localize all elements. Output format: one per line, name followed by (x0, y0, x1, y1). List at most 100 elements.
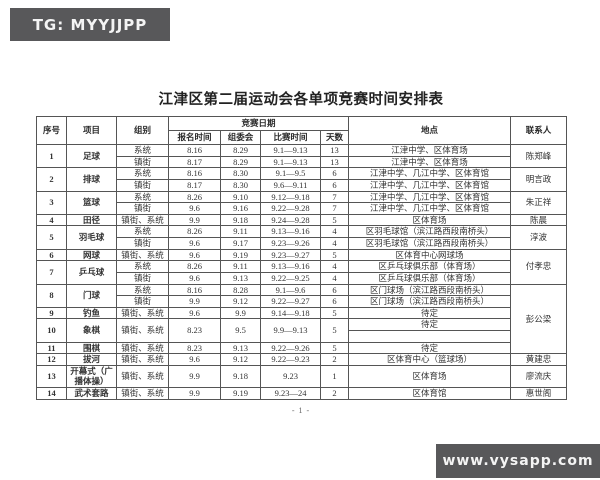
cell-contact-person: 朱正祥 (510, 190, 568, 215)
cell-event-name: 围棋 (66, 341, 117, 355)
cell-serial-no: 5 (36, 225, 67, 250)
cell-reg-time: 8.23 (168, 341, 221, 355)
cell-group: 镇街、系统 (116, 318, 169, 343)
cell-days: 5 (319, 306, 350, 320)
cell-days: 5 (319, 318, 350, 343)
cell-contact-person: 陈郑峰 (510, 143, 568, 169)
cell-venue: 区门球场（滨江路西段南桥头） (348, 295, 512, 308)
cell-serial-no: 10 (36, 318, 67, 343)
header-date-group: 竞赛日期 (167, 116, 350, 131)
cell-match-time: 9.12—9.18 (260, 190, 321, 204)
cell-days: 5 (319, 341, 350, 355)
cell-days: 7 (319, 202, 350, 215)
table-row: 8 门球 系统 8.16 8.28 9.1—9.6 6 区门球场（滨江路西段南桥头） 彭公梁 (36, 283, 568, 355)
header-row-1: 序号 项目 组别 竞赛日期 地点 联系人 (36, 116, 568, 145)
cell-contact-person: 惠世阁 (510, 387, 568, 400)
page-title: 江津区第二届运动会各单项竞赛时间安排表 (158, 92, 444, 108)
cell-reg-time: 8.16 (168, 283, 221, 297)
cell-group: 镇街 (116, 178, 169, 192)
header-event: 项目 (66, 116, 117, 145)
cell-days: 6 (319, 178, 350, 192)
header-row-2: 报名时间 组委会 比赛时间 天数 (37, 130, 567, 145)
cell-venue: 江津中学、几江中学、区体育馆 (348, 178, 512, 192)
table-row: 2 排球 系统 8.16 8.30 9.1—9.5 6 江津中学、几江中学、区体育馆 明言政 (36, 167, 568, 192)
cell-reg-time: 8.26 (168, 260, 221, 273)
cell-committee-date: 9.16 (220, 202, 261, 215)
cell-reg-time: 9.6 (168, 202, 221, 215)
cell-reg-time: 9.6 (168, 271, 221, 285)
cell-serial-no: 8 (36, 283, 67, 308)
table-row: 镇街 9.6 9.16 9.22—9.28 7 江津中学、几江中学、区体育馆 (37, 202, 567, 215)
cell-serial-no: 2 (36, 167, 67, 192)
cell-venue: 区羽毛球馆（滨江路西段南桥头） (348, 225, 512, 238)
table-row: 5 羽毛球 系统 8.26 9.11 9.13—9.16 4 区羽毛球馆（滨江路西段南桥头）淳… (36, 225, 568, 250)
cell-venue: 待定 (348, 341, 512, 355)
cell-days: 5 (319, 213, 350, 227)
cell-days: 6 (319, 167, 350, 180)
cell-committee-date: 9.9 (220, 306, 261, 320)
schedule-table-header: 序号 项目 组别 竞赛日期 地点 联系人 报名时间 组委会 比赛时间 天数 (36, 116, 568, 145)
cell-event-name: 象棋 (66, 318, 117, 343)
cell-group: 镇街、系统 (116, 248, 169, 262)
table-row: 4 田径 镇街、系统 9.9 9.18 9.24—9.28 5 区体育场 陈晨 (36, 213, 568, 227)
cell-committee-date: 8.29 (220, 155, 261, 169)
cell-group: 系统 (116, 260, 169, 273)
cell-committee-date: 9.5 (220, 318, 261, 343)
cell-event-name: 田径 (66, 213, 117, 227)
cell-venue: 区门球场（滨江路西段南桥头） (348, 283, 512, 297)
cell-event-name: 钓鱼 (66, 306, 117, 320)
table-row: 镇街 9.9 9.12 9.22—9.27 6 区门球场（滨江路西段南桥头） (37, 295, 567, 308)
cell-reg-time: 9.9 (168, 364, 221, 389)
cell-days: 2 (319, 353, 350, 366)
cell-venue: 江津中学、几江中学、区体育馆 (348, 190, 512, 204)
cell-match-time: 9.23—24 (260, 387, 321, 400)
cell-match-time: 9.9—9.13 (260, 318, 321, 343)
cell-venue: 区羽毛球馆（滨江路西段南桥头） (348, 237, 512, 250)
cell-group: 镇街、系统 (116, 341, 169, 355)
cell-serial-no: 12 (36, 353, 67, 366)
cell-group: 镇街 (116, 271, 169, 285)
cell-event-name: 篮球 (66, 190, 117, 215)
cell-event-name: 网球 (66, 248, 117, 262)
cell-contact-person: 明言政 (510, 167, 568, 192)
cell-event-name: 门球 (66, 283, 117, 308)
table-row: 7 乒乓球 系统 8.26 9.11 9.13—9.16 4 区乒乓球俱乐部（体育场） (36, 260, 567, 285)
cell-days: 6 (319, 283, 350, 297)
cell-days: 1 (319, 364, 350, 389)
document-body: 江津区第二届运动会各单项竞赛时间安排表 序号 项目 组别 竞赛日期 地点 联系人… (36, 88, 568, 415)
cell-venue: 区体育场 (348, 364, 512, 389)
cell-group: 镇街、系统 (116, 306, 169, 320)
cell-venue: 江津中学、区体育场 (348, 155, 512, 169)
cell-reg-time: 9.6 (168, 306, 221, 320)
table-row: 镇街 8.17 8.30 9.6—9.11 6 江津中学、几江中学、区体育馆 (37, 178, 567, 192)
cell-days: 7 (319, 190, 350, 204)
cell-reg-time: 9.9 (168, 213, 221, 227)
header-group: 组别 (116, 116, 169, 145)
header-reg-time: 报名时间 (168, 130, 221, 145)
cell-reg-time: 8.16 (168, 167, 221, 180)
cell-committee-date: 9.19 (220, 387, 261, 400)
cell-group: 镇街 (116, 155, 169, 169)
cell-serial-no: 4 (36, 213, 67, 227)
cell-reg-time: 9.6 (168, 237, 221, 250)
cell-committee-date: 9.19 (220, 248, 261, 262)
cell-committee-date: 9.17 (220, 237, 261, 250)
cell-contact-person: 淳波 (510, 225, 568, 250)
cell-serial-no: 13 (36, 364, 67, 389)
cell-match-time: 9.22—9.27 (260, 295, 321, 308)
schedule-table-body: 1 足球 系统 8.16 8.29 9.1—9.13 13 江津中学、区体育场 陈郑峰 镇街 8.1… (36, 143, 568, 400)
page-number: - 1 - (291, 405, 311, 415)
cell-reg-time: 8.17 (168, 178, 221, 192)
cell-days: 4 (319, 225, 350, 238)
table-row: 1 足球 系统 8.16 8.29 9.1—9.13 13 江津中学、区体育场 陈郑峰 (36, 143, 568, 169)
website-watermark-text: www.vysapp.com (442, 453, 594, 469)
cell-match-time: 9.6—9.11 (260, 178, 321, 192)
cell-serial-no: 6 (36, 248, 67, 262)
cell-event-name: 足球 (66, 143, 117, 169)
cell-committee-date: 9.12 (220, 353, 261, 366)
table-row: 13 开幕式（广播体操） 镇街、系统 9.9 9.18 9.23 1 区体育场 廖流庆 (36, 364, 568, 389)
cell-committee-date: 8.30 (220, 178, 261, 192)
cell-event-name: 乒乓球 (66, 260, 117, 285)
